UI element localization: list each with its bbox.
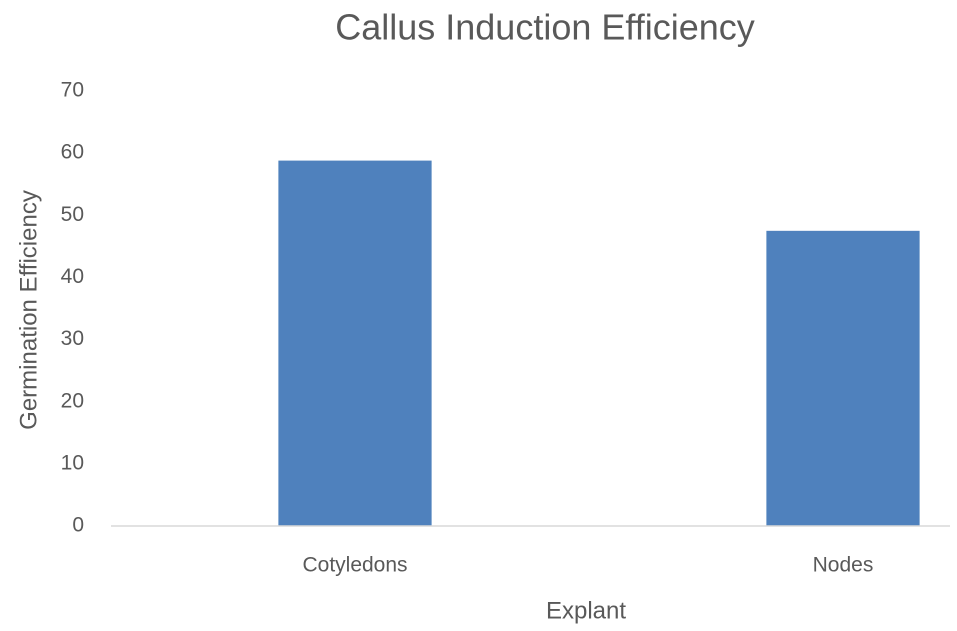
x-tick-label: Cotyledons [302, 554, 407, 577]
y-axis-label: Germination Efficiency [15, 190, 42, 430]
y-tick-label: 60 [61, 141, 84, 164]
x-tick-label: Nodes [813, 554, 874, 577]
y-tick-label: 20 [61, 389, 84, 412]
y-tick-label: 10 [61, 451, 84, 474]
chart-title: Callus Induction Efficiency [335, 7, 755, 48]
y-tick-label: 40 [61, 265, 84, 288]
y-tick-label: 50 [61, 203, 84, 226]
bar [278, 160, 432, 526]
y-tick-label: 30 [61, 327, 84, 350]
y-tick-label: 0 [72, 514, 84, 537]
x-axis-label: Explant [546, 597, 626, 624]
bar [766, 230, 920, 527]
y-tick-label: 70 [61, 79, 84, 102]
